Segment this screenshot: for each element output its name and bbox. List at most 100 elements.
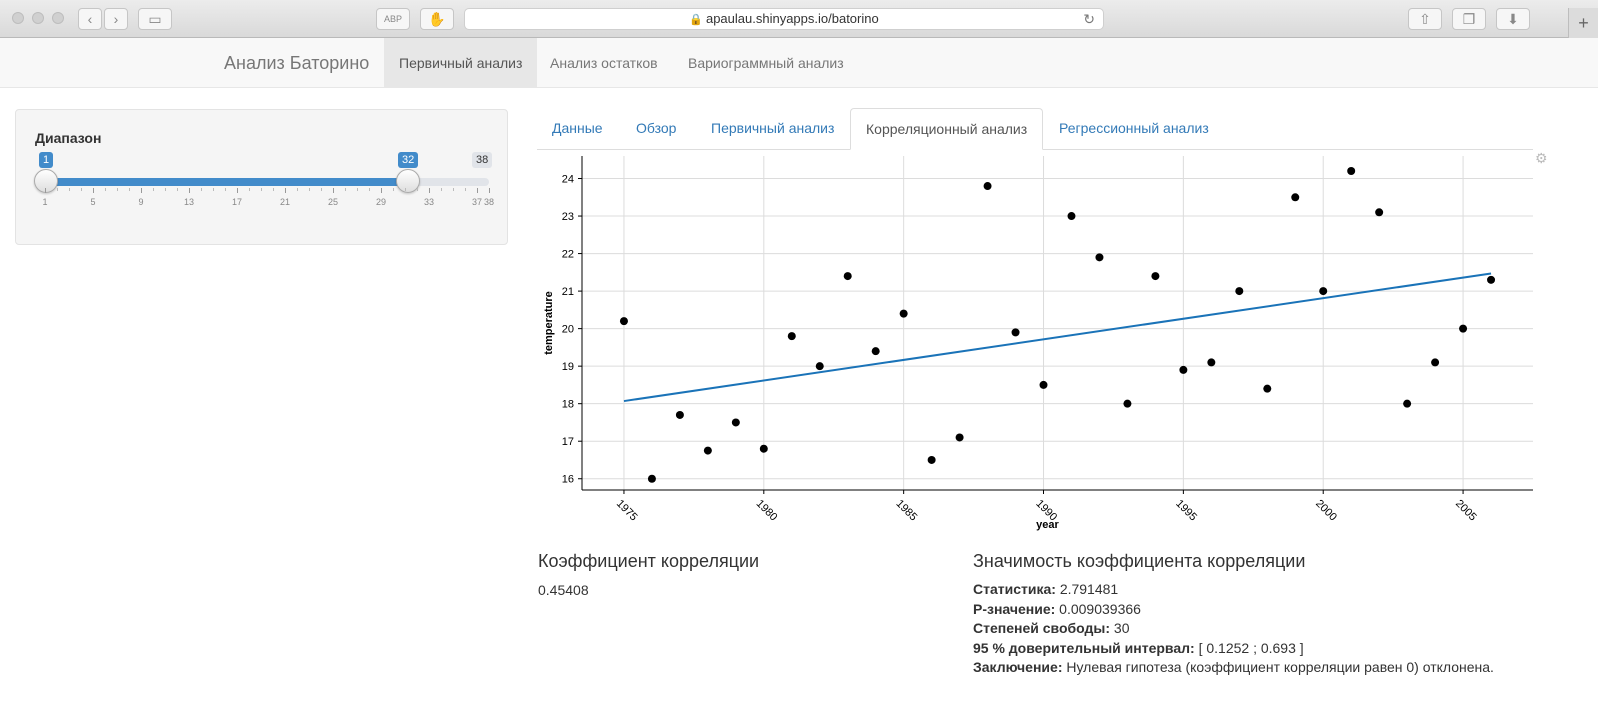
tab-primary-analysis[interactable]: Первичный анализ	[711, 120, 835, 136]
downloads-icon[interactable]: ⬇	[1496, 8, 1530, 30]
y-tick-label: 17	[562, 436, 574, 448]
x-tick-label: 1985	[894, 498, 920, 524]
close-window-icon[interactable]	[12, 12, 24, 24]
gear-icon[interactable]: ⚙	[1535, 150, 1548, 166]
slider-grid-minor-tick	[369, 188, 370, 191]
data-point	[1039, 380, 1048, 389]
significance-section: Значимость коэффициента корреляции Стати…	[973, 551, 1573, 678]
slider-grid-tick	[45, 188, 46, 193]
stat-conclusion: Заключение: Нулевая гипотеза (коэффициен…	[973, 659, 1494, 676]
slider-grid-minor-tick	[357, 188, 358, 191]
y-tick-label: 22	[562, 249, 574, 261]
data-point	[871, 347, 880, 356]
sidebar-panel: Диапазон 1 32 38 1 5 9 13 17 21 25 29 33 37 38	[15, 109, 508, 245]
slider-grid-minor-tick	[453, 188, 454, 191]
slider-grid-minor-tick	[69, 188, 70, 191]
x-tick-label: 1975	[614, 498, 640, 524]
data-point	[899, 309, 908, 318]
data-point	[1487, 275, 1496, 284]
slider-from-handle[interactable]	[34, 169, 58, 193]
slider-grid-label: 17	[231, 197, 243, 207]
slider-grid-minor-tick	[393, 188, 394, 191]
adblock-icon[interactable]: ABP	[376, 8, 410, 30]
slider-grid-label: 5	[90, 197, 96, 207]
x-axis-title: year	[1036, 519, 1059, 531]
significance-stats: Статистика: 2.791481 P-значение: 0.00903…	[973, 580, 1573, 678]
browser-toolbar: ‹ › ▭ ABP ✋ 🔒 apaulau.shinyapps.io/batori…	[0, 0, 1598, 38]
x-tick-label: 2000	[1313, 498, 1339, 524]
forward-icon[interactable]: ›	[104, 8, 128, 30]
slider-grid-tick	[141, 188, 142, 193]
data-point	[983, 182, 992, 191]
slider-grid-minor-tick	[129, 188, 130, 191]
reload-icon[interactable]: ↻	[1083, 11, 1095, 27]
slider-max-badge: 38	[472, 152, 493, 168]
slider-grid-label: 29	[375, 197, 387, 207]
tab-data[interactable]: Данные	[552, 120, 603, 136]
slider-selected-range[interactable]	[45, 178, 407, 186]
zoom-window-icon[interactable]	[52, 12, 64, 24]
app-navbar: Анализ Баторино Первичный анализ Анализ …	[0, 38, 1598, 88]
slider-grid-minor-tick	[201, 188, 202, 191]
data-point	[1095, 253, 1104, 262]
minimize-window-icon[interactable]	[32, 12, 44, 24]
stat-degrees-freedom: Степеней свободы: 30	[973, 620, 1130, 637]
slider-grid-minor-tick	[225, 188, 226, 191]
correlation-coefficient-section: Коэффициент корреляции 0.45408	[538, 551, 958, 598]
data-point	[927, 455, 936, 464]
slider-grid-minor-tick	[57, 188, 58, 191]
slider-grid-minor-tick	[441, 188, 442, 191]
app-brand[interactable]: Анализ Баторино	[224, 53, 370, 73]
data-point	[1263, 384, 1272, 393]
slider-grid-tick	[333, 188, 334, 193]
slider-grid-minor-tick	[153, 188, 154, 191]
data-point	[955, 433, 964, 442]
x-tick-label: 1980	[754, 498, 780, 524]
extension-icon[interactable]: ✋	[420, 8, 454, 30]
tab-overview[interactable]: Обзор	[636, 120, 677, 136]
nav-variogram-analysis[interactable]: Вариограммный анализ	[688, 55, 844, 71]
correlation-coefficient-value: 0.45408	[538, 582, 589, 598]
slider-grid-tick	[381, 188, 382, 193]
tab-correlation-analysis[interactable]: Корреляционный анализ	[850, 108, 1044, 150]
slider-to-badge: 32	[398, 152, 419, 168]
y-tick-label: 23	[562, 211, 574, 223]
tabs-overview-icon[interactable]: ❐	[1452, 8, 1486, 30]
back-icon[interactable]: ‹	[78, 8, 102, 30]
share-icon[interactable]: ⇧	[1408, 8, 1442, 30]
slider-grid-label: 13	[183, 197, 195, 207]
slider-to-handle[interactable]	[396, 169, 420, 193]
range-slider[interactable]: 1 32 38 1 5 9 13 17 21 25 29 33 37 38	[16, 110, 509, 246]
data-point	[759, 444, 768, 453]
data-point	[1403, 399, 1412, 408]
data-point	[1235, 287, 1244, 296]
stat-p-value: P-значение: 0.009039366	[973, 600, 1141, 617]
y-axis-title: temperature	[543, 291, 555, 355]
slider-grid-minor-tick	[165, 188, 166, 191]
sidebar-toggle-icon[interactable]: ▭	[138, 8, 172, 30]
tab-regression-analysis[interactable]: Регрессионный анализ	[1059, 120, 1209, 136]
slider-grid-tick	[189, 188, 190, 193]
slider-grid-label: 33	[423, 197, 435, 207]
new-tab-icon[interactable]: +	[1568, 8, 1598, 38]
stat-statistic: Статистика: 2.791481	[973, 581, 1119, 597]
slider-grid-tick	[93, 188, 94, 193]
data-point	[1375, 208, 1384, 217]
slider-grid-minor-tick	[273, 188, 274, 191]
analysis-tabs: Данные Обзор Первичный анализ Корреляцио…	[537, 108, 1533, 150]
nav-residual-analysis[interactable]: Анализ остатков	[550, 55, 658, 71]
address-bar[interactable]: 🔒 apaulau.shinyapps.io/batorino ↻	[464, 8, 1104, 30]
slider-grid-label: 21	[279, 197, 291, 207]
slider-grid-minor-tick	[321, 188, 322, 191]
slider-grid-minor-tick	[297, 188, 298, 191]
slider-grid-minor-tick	[261, 188, 262, 191]
nav-primary-analysis[interactable]: Первичный анализ	[384, 38, 538, 88]
slider-grid-tick	[489, 188, 490, 193]
data-point	[675, 410, 684, 419]
slider-grid-label: 9	[138, 197, 144, 207]
data-point	[1207, 358, 1216, 367]
lock-icon: 🔒	[689, 14, 703, 26]
data-point	[703, 446, 712, 455]
data-point	[1123, 399, 1132, 408]
